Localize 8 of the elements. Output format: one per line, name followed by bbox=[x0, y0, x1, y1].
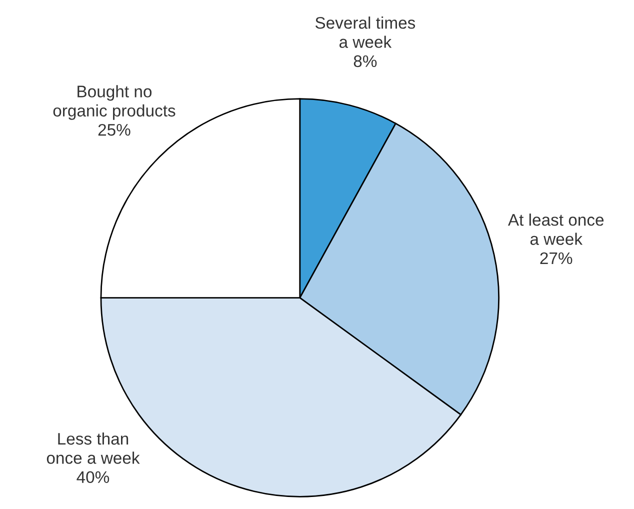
slice-label: Less than once a week bbox=[46, 432, 140, 464]
slice-label: Several times a week bbox=[315, 16, 416, 48]
slice-label: At least once a week bbox=[508, 214, 604, 245]
slice-label: Bought no organic products bbox=[53, 85, 176, 120]
data-label: 8% bbox=[354, 55, 377, 68]
data-label: 25% bbox=[98, 124, 130, 136]
data-label: 27% bbox=[540, 252, 572, 264]
data-label: 40% bbox=[76, 471, 110, 484]
